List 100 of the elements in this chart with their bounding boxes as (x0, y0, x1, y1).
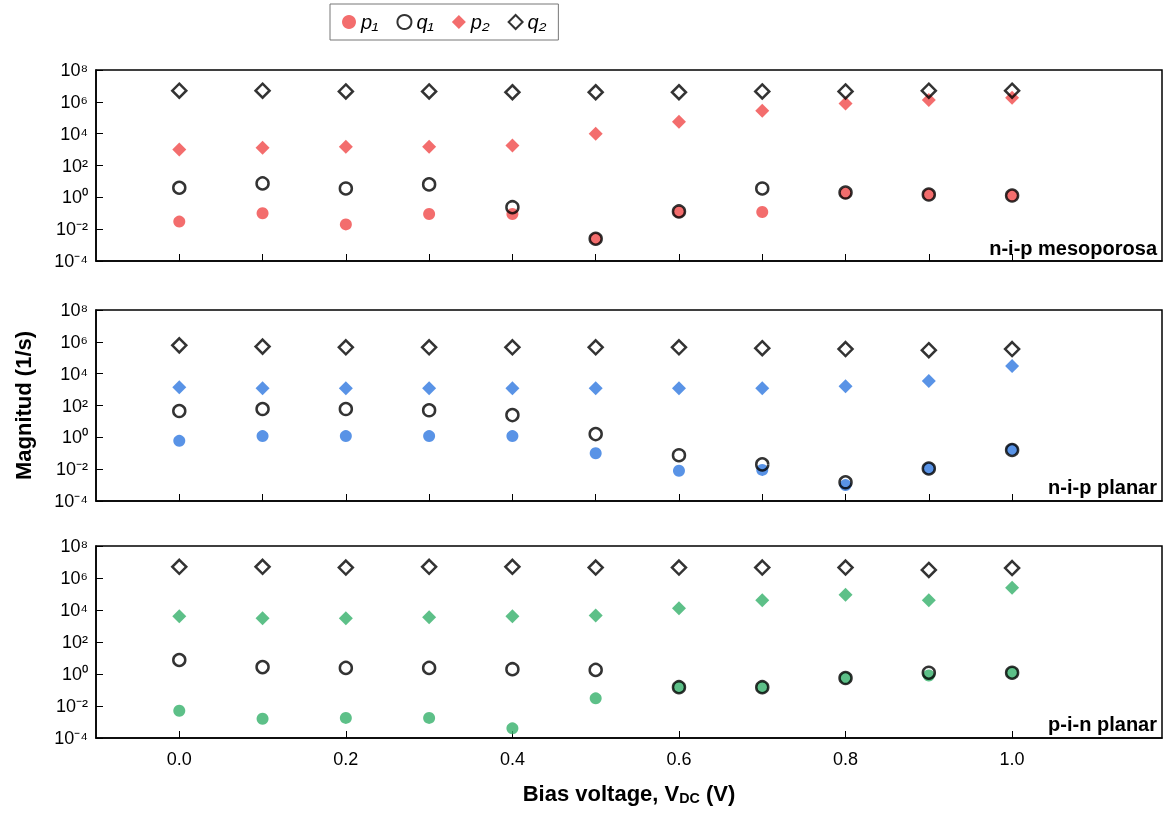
y-tick-label: 10⁻⁴ (54, 728, 88, 748)
y-tick-label: 10⁶ (60, 91, 88, 112)
legend-label: q₂ (527, 11, 547, 33)
point (671, 114, 686, 129)
point (755, 457, 770, 472)
point (921, 373, 936, 388)
point (339, 711, 352, 724)
point (588, 608, 603, 623)
point (505, 609, 520, 624)
y-tick-label: 10⁰ (61, 427, 88, 448)
point (671, 447, 687, 463)
point (338, 660, 354, 676)
point (172, 609, 187, 624)
point (670, 559, 688, 576)
point (420, 339, 438, 356)
y-tick-label: 10⁴ (60, 123, 88, 144)
point (672, 464, 685, 477)
y-tick-label: 10² (61, 155, 89, 176)
y-tick-label: 10⁰ (61, 664, 88, 684)
point (838, 475, 853, 490)
point (339, 218, 352, 231)
point (337, 559, 355, 576)
y-tick-label: 10² (61, 632, 89, 652)
point (504, 558, 521, 576)
point (754, 559, 771, 576)
point (423, 430, 436, 443)
point (254, 82, 271, 99)
point (171, 82, 188, 99)
point (422, 139, 437, 154)
point (254, 558, 271, 576)
point (172, 180, 187, 195)
point (171, 558, 188, 576)
point (420, 83, 438, 100)
point (256, 430, 269, 443)
point (587, 339, 604, 356)
point (256, 712, 269, 725)
point (337, 83, 355, 100)
point (255, 176, 270, 191)
point (588, 662, 603, 678)
point (505, 199, 520, 215)
point (671, 601, 686, 616)
point (255, 381, 270, 396)
point (421, 660, 437, 676)
point (754, 339, 771, 357)
y-tick-label: 10² (61, 395, 89, 416)
x-tick-label: 0.4 (499, 749, 525, 769)
point (173, 215, 186, 228)
point (254, 338, 271, 355)
point (421, 177, 437, 192)
point (587, 84, 604, 101)
point (338, 381, 353, 396)
point (423, 711, 436, 724)
point (1003, 340, 1021, 358)
y-tick-label: 10⁻² (55, 696, 89, 716)
y-tick-label: 10⁻² (55, 459, 89, 480)
annotation: n-i-p mesoporosa (989, 237, 1158, 259)
point (588, 426, 603, 442)
y-tick-label: 10⁴ (60, 363, 88, 384)
point (837, 559, 854, 576)
point (920, 561, 938, 579)
y-tick-label: 10⁶ (60, 331, 88, 352)
point (755, 103, 770, 118)
point (921, 665, 937, 680)
x-tick-label: 0.2 (333, 749, 359, 769)
point (755, 381, 770, 396)
y-tick-label: 10⁻² (55, 219, 89, 240)
point (421, 403, 437, 418)
y-tick-label: 10⁰ (61, 187, 88, 208)
point (172, 380, 187, 395)
y-tick-label: 10⁻⁴ (54, 251, 88, 271)
point (255, 140, 270, 155)
point (671, 381, 686, 396)
point (337, 339, 355, 356)
point (837, 340, 854, 358)
point (420, 558, 438, 576)
point (921, 593, 936, 608)
point (255, 659, 270, 675)
point (256, 207, 269, 220)
point (754, 83, 771, 100)
point (838, 379, 853, 394)
point (838, 96, 853, 111)
y-tick-label: 10⁸ (60, 60, 88, 80)
point (171, 337, 188, 354)
point (506, 430, 519, 443)
point (172, 652, 187, 668)
point (755, 593, 770, 608)
annotation: p-i-n planar (1048, 713, 1158, 735)
point (173, 704, 186, 717)
point (422, 381, 437, 396)
point (339, 430, 352, 443)
point (338, 401, 354, 417)
point (920, 341, 938, 359)
point (504, 84, 521, 101)
point (172, 142, 187, 157)
x-tick-label: 1.0 (999, 749, 1025, 769)
point (172, 403, 187, 419)
point (588, 126, 603, 141)
y-tick-label: 10⁸ (60, 536, 88, 556)
point (670, 84, 688, 101)
point (505, 661, 520, 677)
